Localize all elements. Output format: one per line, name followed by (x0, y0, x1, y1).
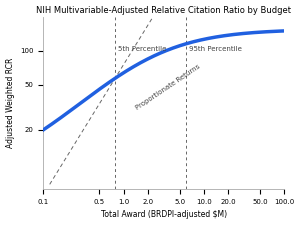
Text: 95th Percentile: 95th Percentile (189, 46, 242, 52)
Text: 5th Percentile: 5th Percentile (118, 46, 166, 52)
X-axis label: Total Award (BRDPI-adjusted $M): Total Award (BRDPI-adjusted $M) (101, 210, 227, 219)
Text: Proportionate Returns: Proportionate Returns (135, 63, 202, 111)
Y-axis label: Adjusted Weighted RCR: Adjusted Weighted RCR (6, 58, 15, 148)
Title: NIH Multivariable-Adjusted Relative Citation Ratio by Budget: NIH Multivariable-Adjusted Relative Cita… (36, 6, 291, 15)
